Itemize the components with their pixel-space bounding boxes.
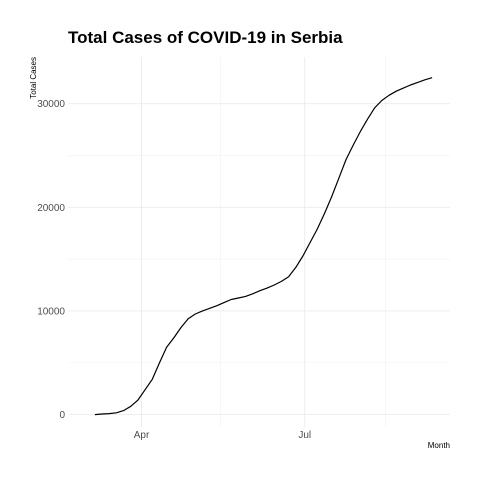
y-axis-ticks: 0 10000 20000 30000 <box>37 99 65 421</box>
series-line-total-cases <box>94 77 433 416</box>
x-tick-label: Apr <box>134 430 150 441</box>
y-tick-label: 0 <box>59 410 65 421</box>
grid <box>68 57 450 427</box>
series-layer <box>94 77 433 416</box>
x-axis-title: Month <box>428 441 450 450</box>
y-tick-label: 10000 <box>37 306 65 317</box>
x-tick-label: Jul <box>298 430 311 441</box>
y-tick-label: 20000 <box>37 203 65 214</box>
y-tick-label: 30000 <box>37 99 65 110</box>
chart-title: Total Cases of COVID-19 in Serbia <box>68 28 343 47</box>
y-axis-title: Total Cases <box>29 57 38 99</box>
x-axis-ticks: Apr Jul <box>134 430 311 441</box>
